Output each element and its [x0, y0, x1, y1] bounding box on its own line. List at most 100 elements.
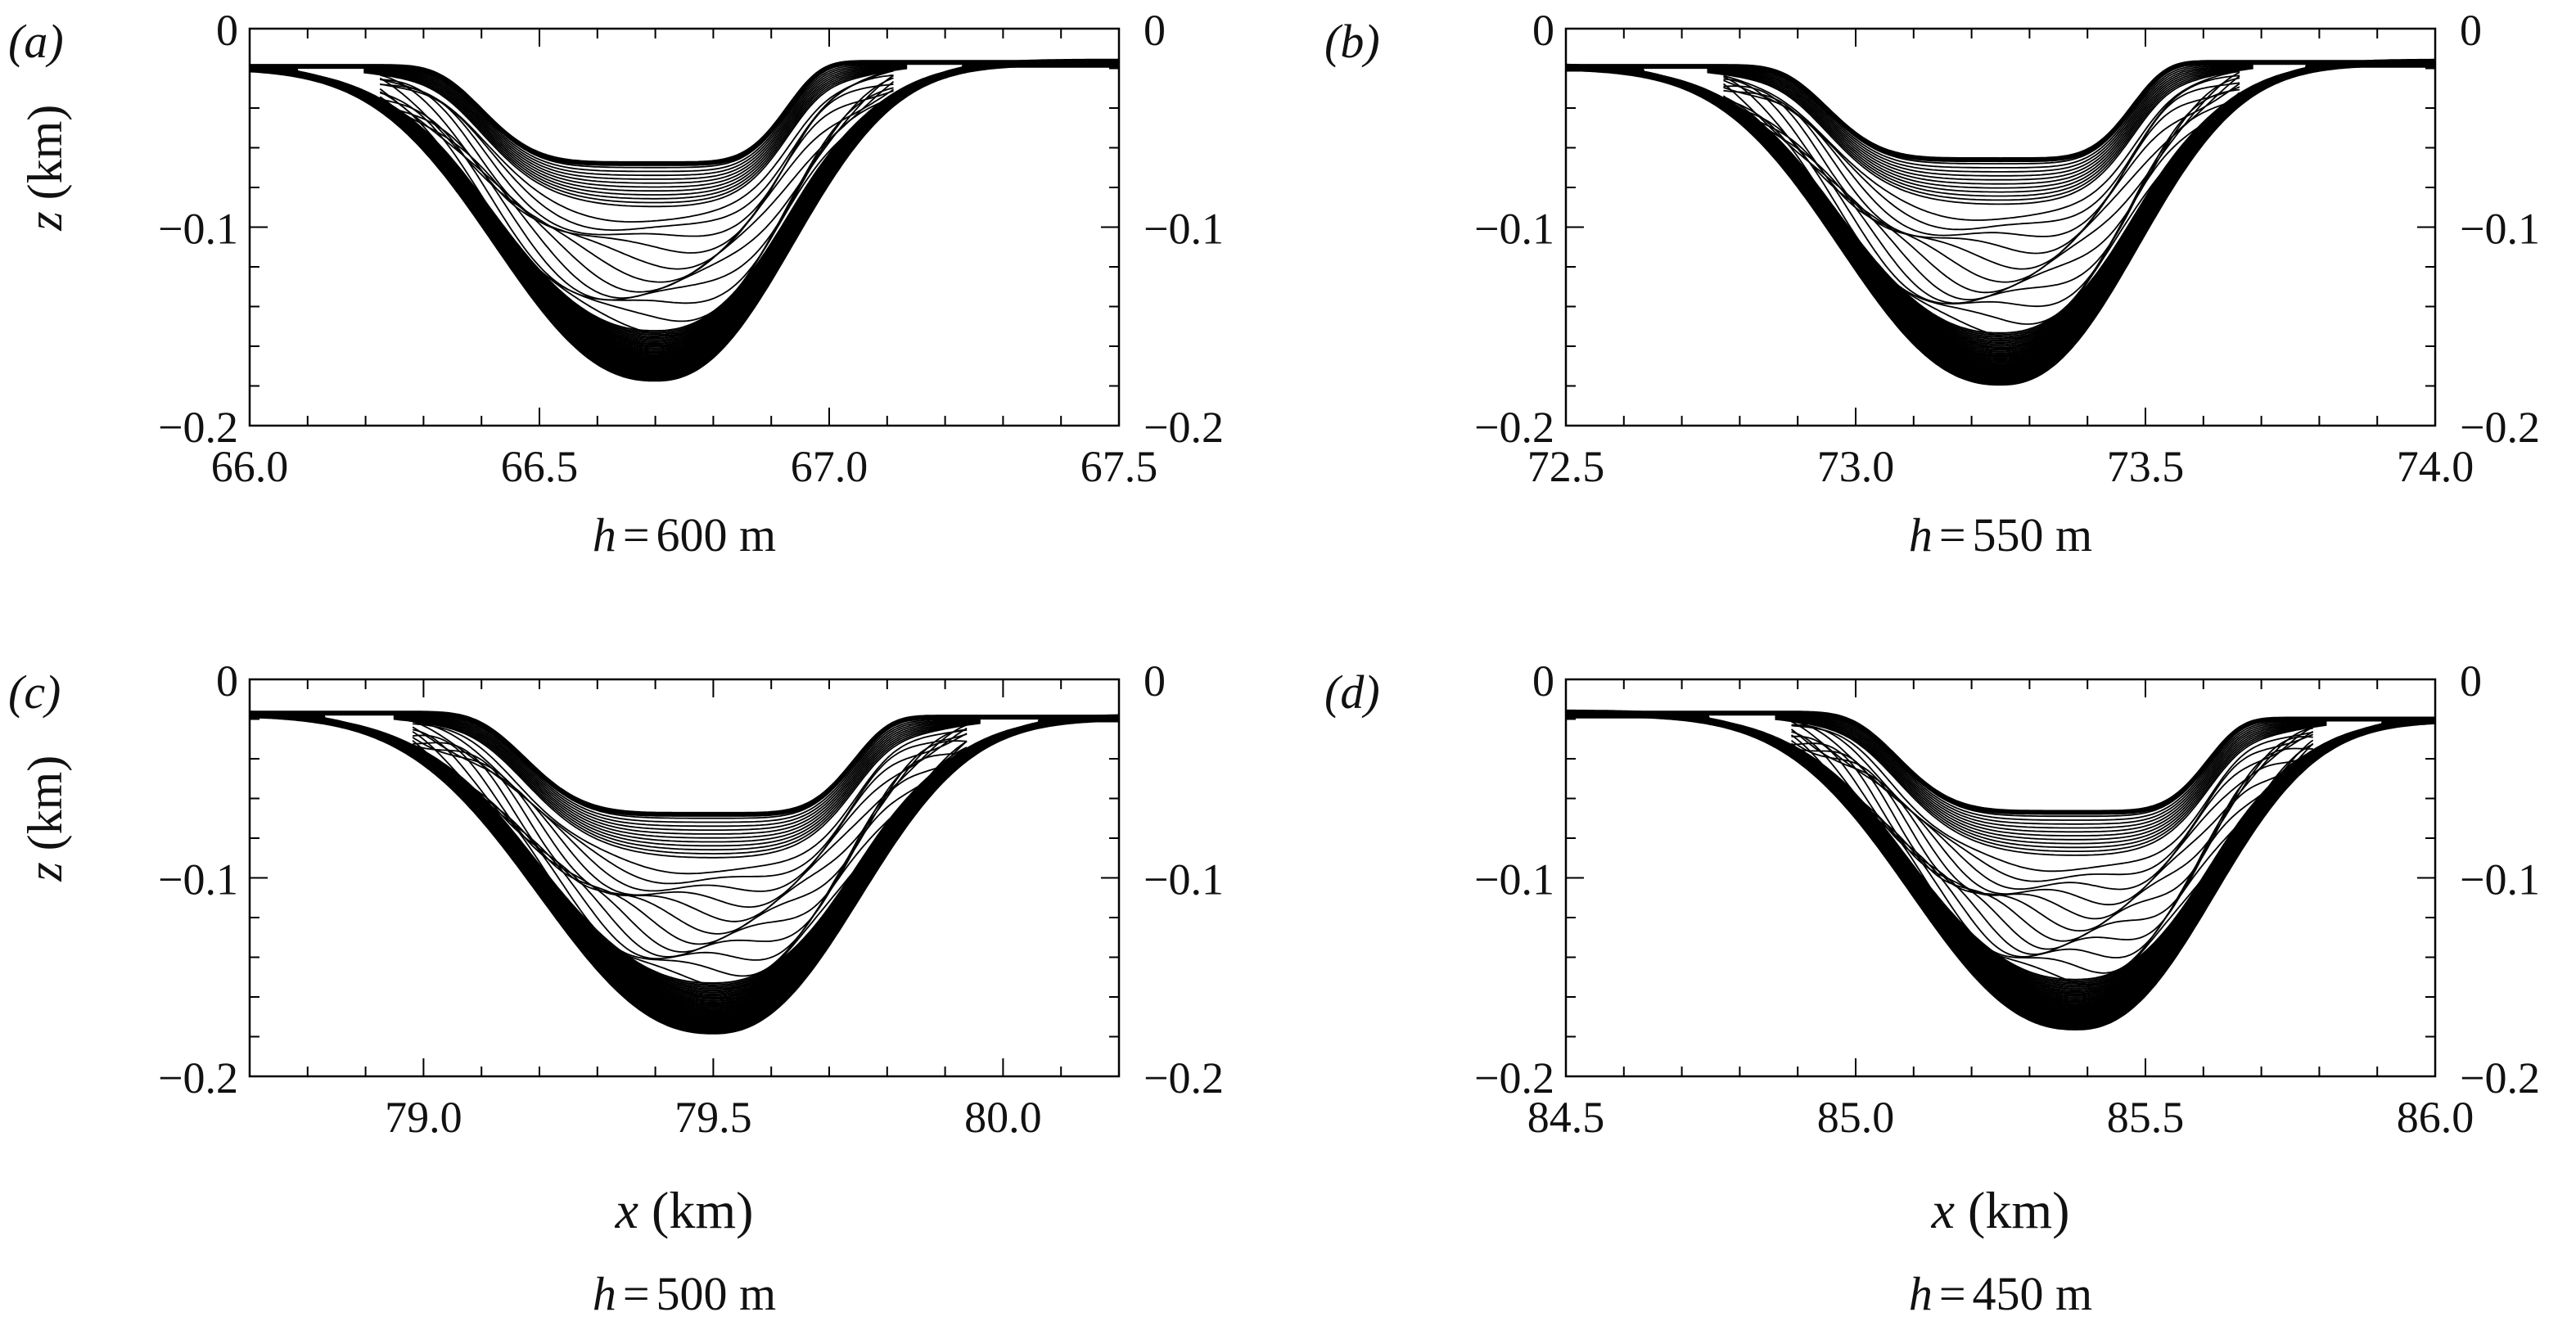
y-tick-label: −0.1 [1474, 855, 1554, 904]
caption-variable: h [1909, 1267, 1933, 1320]
caption-variable: h [593, 508, 616, 562]
y-tick-label: 0 [1532, 656, 1554, 706]
contour-line [1566, 64, 2435, 356]
x-axis-variable: x [1931, 1181, 1955, 1239]
caption-value: 550 m [1973, 508, 2093, 562]
contour-line [1707, 63, 2253, 173]
contour-line [412, 724, 968, 922]
y-tick-label-right: −0.1 [2460, 205, 2540, 254]
contour-line [1775, 715, 2327, 833]
y-tick-label-right: −0.2 [1144, 1053, 1224, 1103]
contour-line [1707, 67, 2253, 205]
contour-line [393, 715, 981, 839]
y-tick-label: −0.2 [1474, 403, 1554, 452]
contour-line [1723, 70, 2240, 221]
y-tick-label: 0 [216, 6, 238, 55]
y-axis-unit: (km) [18, 105, 72, 201]
panel-c: 0 0−0.1 −0.1−0.2 −0.279.0 79.5 80.0(c)z(km)x(… [8, 656, 1224, 1320]
x-tick-label: 80.0 [964, 1093, 1042, 1142]
trough-bottom-line [1566, 709, 2435, 1031]
contour-line [1723, 94, 2240, 357]
contour-line [380, 92, 894, 322]
x-tick-label: 66.0 [211, 442, 289, 491]
panel-label: (a) [8, 15, 64, 68]
contour-line [1775, 718, 2327, 856]
panel-d: 0 0−0.1 −0.1−0.2 −0.284.5 85.0 85.5 86.0(d)x (k… [1324, 656, 2540, 1320]
x-axis-unit: (km) [652, 1181, 753, 1239]
y-tick-label: −0.1 [158, 205, 238, 254]
contour-line [250, 715, 1119, 1004]
y-tick-label: 0 [1532, 6, 1554, 55]
y-tick-label-right: −0.1 [1144, 205, 1224, 254]
contour-line [1707, 65, 2253, 193]
contour-line [1790, 742, 2314, 986]
contour-line [1707, 62, 2253, 169]
y-tick-label-right: −0.2 [1144, 403, 1224, 452]
caption-equals: = [1939, 1267, 1966, 1320]
panel-label: (d) [1324, 665, 1380, 719]
contour-line [412, 720, 968, 892]
plot-area [1566, 58, 2435, 386]
contour-line [1791, 742, 2314, 950]
x-axis-label: x (km) [615, 1181, 754, 1239]
plot-area [250, 710, 1119, 1035]
contour-line [250, 712, 1119, 1028]
contour-line [379, 77, 894, 301]
contour-line [1723, 75, 2240, 283]
panel-b: 0 0−0.1 −0.1−0.2 −0.272.5 73.0 73.5 74.0(b)h = 5… [1324, 6, 2540, 562]
contour-line [1566, 63, 2435, 363]
y-tick-label-right: −0.1 [2460, 855, 2540, 904]
contour-line [1790, 749, 2314, 995]
axes-frame [1564, 678, 2437, 1078]
x-tick-label: 66.5 [501, 442, 579, 491]
contour-line [1566, 64, 2435, 359]
contour-line [380, 70, 894, 223]
panel-caption: h = 450 m [1909, 1267, 2092, 1320]
contour-line [1723, 82, 2240, 237]
contour-line [1566, 65, 2435, 350]
x-tick-label: 73.5 [2107, 442, 2185, 491]
contour-line [1566, 61, 2435, 380]
x-axis-label: x (km) [1931, 1181, 2070, 1239]
contour-line [1707, 66, 2253, 197]
surface-line [1566, 710, 2435, 815]
y-tick-label-right: 0 [2460, 6, 2482, 55]
contour-line [412, 746, 968, 999]
contour-line [363, 62, 908, 173]
contour-line [363, 64, 908, 184]
panel-caption: h = 600 m [593, 508, 776, 562]
contour-line [363, 67, 908, 204]
contour-line [250, 715, 1119, 1009]
contour-line [412, 741, 968, 990]
contour-line [393, 717, 981, 851]
contour-line [393, 713, 981, 823]
contour-line [1775, 717, 2327, 849]
contour-line [1707, 67, 2253, 201]
contour-line [363, 65, 908, 188]
y-axis-variable: z [18, 211, 72, 231]
caption-value: 450 m [1973, 1267, 2093, 1320]
contour-line [250, 714, 1119, 1017]
contour-line [1707, 64, 2253, 181]
contour-line [393, 718, 981, 855]
contour-line [250, 715, 1119, 1002]
contour-line [1723, 92, 2240, 350]
contour-line [393, 715, 981, 831]
x-tick-label: 67.0 [791, 442, 868, 491]
contour-line [1791, 720, 2314, 906]
contour-line [393, 716, 981, 843]
y-tick-label: 0 [216, 656, 238, 706]
contour-line [1775, 716, 2327, 841]
caption-variable: h [1909, 508, 1933, 562]
contour-line [393, 718, 981, 859]
y-tick-label: −0.2 [158, 1053, 238, 1103]
contour-line [1566, 64, 2435, 354]
contour-line [1566, 65, 2435, 341]
caption-value: 600 m [656, 508, 777, 562]
caption-value: 500 m [656, 1267, 777, 1320]
contour-line [1566, 64, 2435, 361]
contour-line [1566, 63, 2435, 368]
y-axis-unit: (km) [18, 755, 72, 851]
contour-line [1566, 61, 2435, 383]
